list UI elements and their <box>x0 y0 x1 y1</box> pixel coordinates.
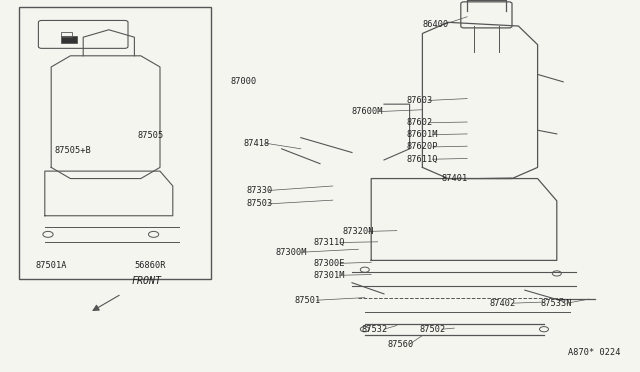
Text: 87533N: 87533N <box>541 299 572 308</box>
Text: 87320N: 87320N <box>342 227 374 236</box>
Text: 87402: 87402 <box>490 299 516 308</box>
Text: 87401: 87401 <box>442 174 468 183</box>
Text: 87560: 87560 <box>387 340 413 349</box>
Text: 87503: 87503 <box>246 199 273 208</box>
Text: 87330: 87330 <box>246 186 273 195</box>
Text: 87601M: 87601M <box>406 130 438 139</box>
Text: 87301M: 87301M <box>314 271 345 280</box>
Text: FRONT: FRONT <box>131 276 161 286</box>
Text: 87600M: 87600M <box>352 107 383 116</box>
Text: 87311Q: 87311Q <box>314 238 345 247</box>
Text: 87502: 87502 <box>419 325 445 334</box>
Text: A870* 0224: A870* 0224 <box>568 348 621 357</box>
Text: 87501A: 87501A <box>35 262 67 270</box>
Text: 87418: 87418 <box>243 139 269 148</box>
Text: 87532: 87532 <box>362 325 388 334</box>
Text: 87603: 87603 <box>406 96 433 105</box>
Text: 56860R: 56860R <box>134 262 166 270</box>
Text: 87611Q: 87611Q <box>406 155 438 164</box>
Text: 87501: 87501 <box>294 296 321 305</box>
Text: 87300M: 87300M <box>275 248 307 257</box>
Bar <box>61 36 77 43</box>
Text: 87300E: 87300E <box>314 259 345 268</box>
Text: 86400: 86400 <box>422 20 449 29</box>
Text: 87505: 87505 <box>138 131 164 140</box>
Text: 87602: 87602 <box>406 118 433 127</box>
Bar <box>61 32 72 37</box>
Text: 87620P: 87620P <box>406 142 438 151</box>
Text: 87000: 87000 <box>230 77 257 86</box>
Text: 87505+B: 87505+B <box>54 146 91 155</box>
Bar <box>19 7 211 279</box>
